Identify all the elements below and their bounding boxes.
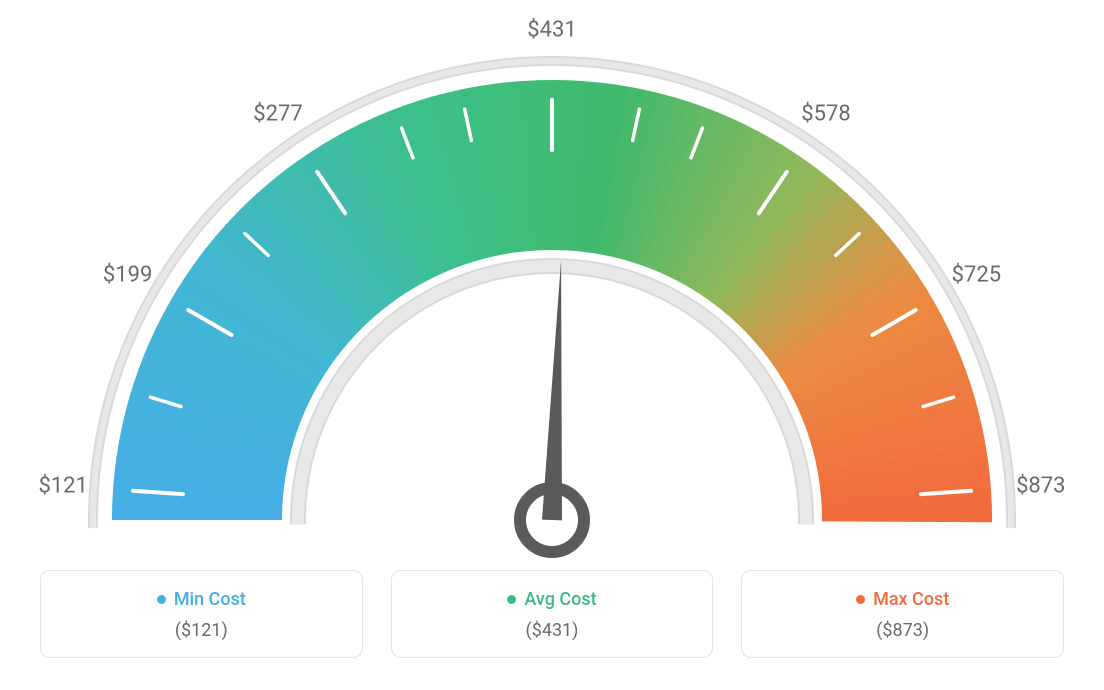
legend-row: Min Cost ($121) Avg Cost ($431) Max Cost… — [40, 570, 1064, 658]
legend-value-max: ($873) — [876, 620, 929, 641]
dot-icon — [157, 595, 166, 604]
gauge-tick-label: $431 — [527, 18, 576, 43]
legend-card-min: Min Cost ($121) — [40, 570, 363, 658]
legend-value-avg: ($431) — [526, 620, 579, 641]
chart-container: $121 $199 $277 $431 $578 $725 $873 Min Cost ($… — [0, 0, 1104, 690]
dot-icon — [856, 595, 865, 604]
gauge-tick-label: $277 — [253, 101, 302, 126]
legend-card-max: Max Cost ($873) — [741, 570, 1064, 658]
legend-label-max: Max Cost — [873, 589, 949, 610]
legend-title-min: Min Cost — [157, 589, 246, 610]
legend-label-min: Min Cost — [174, 589, 246, 610]
gauge-tick-label: $199 — [103, 263, 152, 288]
legend-title-max: Max Cost — [856, 589, 949, 610]
legend-value-min: ($121) — [175, 620, 228, 641]
gauge-tick-label: $873 — [1016, 473, 1065, 498]
gauge-tick-label: $121 — [38, 473, 87, 498]
gauge-tick-label: $578 — [801, 101, 850, 126]
legend-card-avg: Avg Cost ($431) — [391, 570, 714, 658]
gauge-chart: $121 $199 $277 $431 $578 $725 $873 — [40, 20, 1064, 560]
legend-label-avg: Avg Cost — [524, 589, 596, 610]
gauge-svg — [40, 20, 1064, 560]
dot-icon — [507, 595, 516, 604]
legend-title-avg: Avg Cost — [507, 589, 596, 610]
gauge-tick-label: $725 — [952, 263, 1001, 288]
